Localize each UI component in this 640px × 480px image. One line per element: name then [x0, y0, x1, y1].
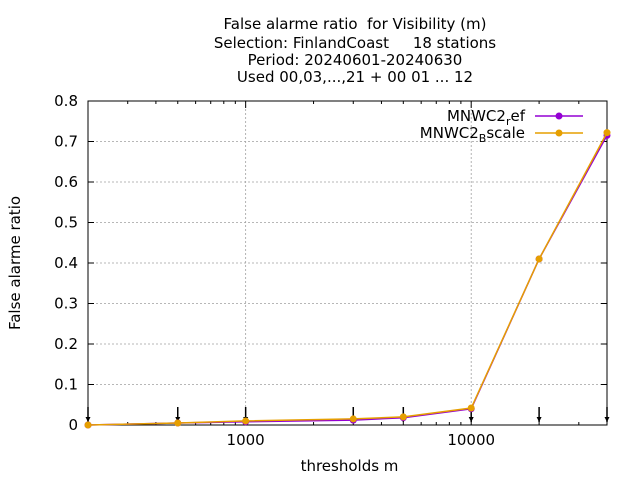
y-tick-label: 0.5 [54, 214, 78, 232]
series-line-2 [87, 132, 608, 426]
station-mark-head [85, 417, 91, 422]
y-tick-label: 0 [68, 416, 78, 434]
series-2-point [349, 415, 357, 423]
legend-marker-2 [555, 129, 563, 137]
legend-label-2: MNWC2Bscale [420, 124, 525, 145]
y-tick-label: 0.3 [54, 295, 78, 313]
series-2-point [535, 255, 543, 263]
series-2-point [399, 413, 407, 421]
series-2-point [242, 417, 250, 425]
title-line-4: Used 00,03,...,21 + 00 01 ... 12 [236, 68, 474, 86]
series-2-point [174, 419, 182, 427]
title-line-2: Selection: FinlandCoast 18 stations [213, 34, 497, 52]
x-axis-label: thresholds m [301, 457, 399, 475]
title-line-1: False alarme ratio for Visibility (m) [223, 15, 487, 33]
series-2-point [84, 421, 92, 429]
y-tick-label: 0.6 [54, 173, 78, 191]
station-mark-head [536, 417, 542, 422]
station-mark-head [468, 417, 474, 422]
x-tick-label: 1000 [227, 431, 265, 449]
y-tick-label: 0.2 [54, 335, 78, 353]
series-2-point [467, 404, 475, 412]
station-mark-head [604, 417, 610, 422]
y-axis-label: False alarme ratio [6, 196, 24, 330]
x-tick-label: 10000 [447, 431, 495, 449]
legend-label-1: MNWC2ref [447, 107, 526, 128]
y-tick-label: 0.4 [54, 254, 78, 272]
title-line-3: Period: 20240601-20240630 [247, 51, 463, 69]
y-tick-label: 0.8 [54, 92, 78, 110]
series-2-point [603, 129, 611, 137]
legend-marker-1 [555, 112, 563, 120]
y-tick-label: 0.7 [54, 133, 78, 151]
y-tick-label: 0.1 [54, 376, 78, 394]
